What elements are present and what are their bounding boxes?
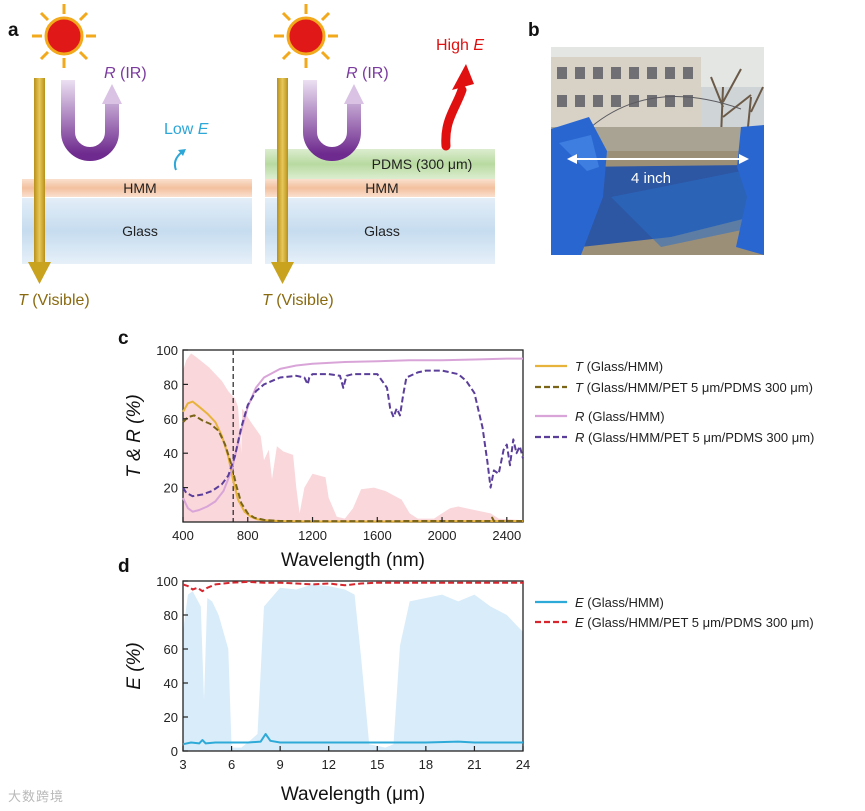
y-tick-label: 0 [171, 744, 178, 759]
pdms-label: PDMS (300 μm) [372, 156, 473, 172]
glass-layer [265, 198, 495, 264]
reflection-arrow-icon [61, 80, 122, 161]
glass-label: Glass [364, 223, 400, 239]
x-tick-label: 6 [228, 757, 235, 772]
legend-label: T (Glass/HMM) [575, 359, 663, 374]
reflection-label: R (IR) [104, 65, 147, 82]
high-e-label: High E [436, 37, 484, 54]
photo-width-label: 4 inch [631, 170, 671, 187]
series-line-2 [182, 414, 523, 523]
series-line-2 [182, 580, 523, 593]
panel-label-b: b [528, 20, 540, 41]
series-line-4 [182, 369, 524, 498]
plot-frame [182, 580, 524, 752]
x-tick-label: 3 [179, 757, 186, 772]
x-tick-label: 12 [321, 757, 335, 772]
transmission-label: T (Visible) [18, 292, 90, 309]
glass-label: Glass [122, 223, 158, 239]
hmm-layer [265, 179, 495, 197]
solar-spectrum-fill [183, 353, 523, 522]
x-tick-label: 18 [419, 757, 433, 772]
transmission-label: T (Visible) [262, 292, 334, 309]
y-tick-label: 100 [156, 574, 178, 589]
atmospheric-window-fill [183, 584, 523, 751]
x-tick-label: 800 [237, 528, 259, 543]
chart-transmittance-reflectance: Wavelength (nm) T & R (%) 400 800 1200 1600… [124, 343, 814, 571]
series-line-3 [182, 357, 523, 513]
y-tick-label: 80 [164, 377, 178, 392]
x-tick-label: 1200 [298, 528, 327, 543]
legend: E (Glass/HMM) E (Glass/HMM/PET 5 μm/PDMS … [535, 595, 814, 630]
y-axis-title: T & R (%) [124, 394, 145, 477]
legend: T (Glass/HMM) T (Glass/HMM/PET 5 μm/PDMS … [535, 359, 814, 445]
x-tick-label: 400 [172, 528, 194, 543]
y-tick-label: 40 [164, 676, 178, 691]
sun-icon [32, 4, 96, 68]
x-tick-label: 24 [516, 757, 530, 772]
glass-layer [22, 198, 252, 264]
x-axis-title: Wavelength (nm) [281, 550, 425, 571]
sun-icon [274, 4, 338, 68]
y-tick-label: 80 [164, 608, 178, 623]
legend-label: E (Glass/HMM/PET 5 μm/PDMS 300 μm) [575, 615, 814, 630]
legend-label: E (Glass/HMM) [575, 595, 664, 610]
watermark: 大数跨境 [8, 790, 65, 805]
legend-label: R (Glass/HMM) [575, 409, 665, 424]
legend-label: T (Glass/HMM/PET 5 μm/PDMS 300 μm) [575, 380, 813, 395]
legend-label: R (Glass/HMM/PET 5 μm/PDMS 300 μm) [575, 430, 814, 445]
panel-label-d: d [118, 556, 130, 577]
low-e-label: Low E [164, 121, 209, 138]
pdms-layer [265, 149, 495, 179]
y-tick-label: 60 [164, 412, 178, 427]
y-tick-label: 60 [164, 642, 178, 657]
transmission-arrow-icon [28, 78, 51, 284]
high-emission-arrow-icon [441, 64, 474, 151]
hmm-layer [22, 179, 252, 197]
y-tick-label: 100 [156, 343, 178, 358]
x-tick-label: 2400 [492, 528, 521, 543]
x-tick-label: 21 [467, 757, 481, 772]
series-line-1 [182, 733, 523, 746]
hmm-label: HMM [365, 180, 398, 196]
sample-photo: 4 inch [551, 47, 764, 255]
panel-label-a: a [8, 20, 19, 41]
reflection-arrow-icon [303, 80, 364, 161]
y-tick-label: 20 [164, 710, 178, 725]
panel-label-c: c [118, 328, 129, 349]
y-tick-label: 40 [164, 446, 178, 461]
low-emission-arrow-icon [173, 149, 186, 171]
y-tick-label: 20 [164, 481, 178, 496]
y-axis-title: E (%) [124, 642, 145, 690]
x-tick-label: 1600 [363, 528, 392, 543]
chart-emissivity: Wavelength (μm) E (%) 3 6 9 12 15 18 21 24 0 20 40… [124, 574, 814, 805]
x-tick-label: 2000 [428, 528, 457, 543]
transmission-arrow-icon [271, 78, 294, 284]
schematic-left: HMM Glass R (IR) Low E T (Visible) [18, 4, 252, 309]
schematic-right: PDMS (300 μm) HMM Glass R (IR) High E T … [262, 4, 495, 309]
x-axis-title: Wavelength (μm) [281, 784, 425, 805]
hmm-label: HMM [123, 180, 156, 196]
x-tick-label: 9 [277, 757, 284, 772]
x-tick-label: 15 [370, 757, 384, 772]
reflection-label: R (IR) [346, 65, 389, 82]
series-line-1 [182, 400, 523, 523]
